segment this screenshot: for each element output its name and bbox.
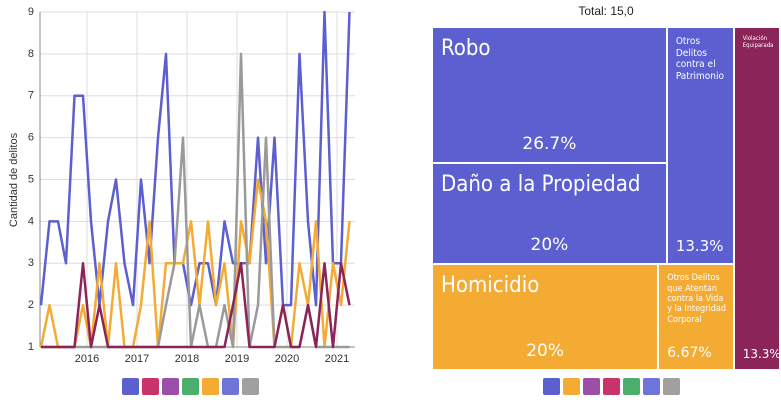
- treemap-cell[interactable]: Robo 26.7%: [432, 27, 667, 163]
- filter-icons: [543, 378, 680, 395]
- icon[interactable]: [583, 378, 600, 395]
- cell-value: 13.3%: [675, 237, 724, 256]
- x-tick-label: 2018: [175, 353, 199, 365]
- icon[interactable]: [242, 378, 259, 395]
- cell-label: Otros Delitos contra el Patrimonio: [675, 36, 724, 82]
- cell-label: Robo: [441, 36, 491, 61]
- treemap-cell[interactable]: Daño a la Propiedad 20%: [432, 162, 667, 265]
- icon[interactable]: [663, 378, 680, 395]
- x-tick-label: 2021: [325, 353, 349, 365]
- x-tick-label: 2016: [75, 353, 99, 365]
- treemap-cell[interactable]: Otros Delitos contra el Patrimonio 13.3%: [666, 27, 734, 265]
- icon[interactable]: [162, 378, 179, 395]
- series-line: [41, 262, 351, 349]
- y-tick-label: 3: [28, 257, 34, 269]
- y-tick-label: 8: [28, 48, 34, 60]
- icon[interactable]: [543, 378, 560, 395]
- treemap-title: Total: 15,0: [578, 4, 634, 18]
- icon[interactable]: [643, 378, 660, 395]
- icon[interactable]: [222, 378, 239, 395]
- x-tick-label: 2020: [275, 353, 299, 365]
- icon[interactable]: [182, 378, 199, 395]
- y-tick-label: 5: [28, 173, 34, 185]
- cell-label: Daño a la Propiedad: [441, 171, 641, 197]
- treemap-cell[interactable]: Otros Delitos que Atentan contra la Vida…: [658, 264, 734, 370]
- y-tick-label: 7: [28, 90, 34, 102]
- series-line: [39, 178, 351, 349]
- cell-value: 13.3%: [742, 347, 780, 361]
- y-tick-label: 6: [28, 132, 34, 144]
- cell-label: Otros Delitos que Atentan contra la Vida…: [667, 273, 727, 325]
- y-tick-label: 9: [28, 6, 34, 18]
- series-line: [39, 10, 351, 307]
- cell-value: 26.7%: [522, 133, 577, 154]
- line-chart: Cantidad de delitos 1 2 3 4 5 6 7 8 9 2016 2017 201…: [8, 6, 355, 365]
- x-tick-label: 2017: [125, 353, 149, 365]
- cell-value: 20%: [530, 235, 569, 256]
- treemap-cell[interactable]: Violación Equiparada 13.3%: [733, 27, 780, 370]
- y-tick-label: 2: [28, 299, 34, 311]
- icon[interactable]: [603, 378, 620, 395]
- cell-label: Violación Equiparada: [742, 35, 774, 49]
- icon[interactable]: [563, 378, 580, 395]
- filter-icons: [122, 378, 259, 395]
- cell-value: 6.67%: [667, 344, 712, 361]
- y-tick-label: 4: [28, 215, 34, 227]
- treemap-cell[interactable]: Homicidio 20%: [432, 264, 659, 370]
- y-axis-label: Cantidad de delitos: [8, 132, 20, 227]
- icon[interactable]: [142, 378, 159, 395]
- icon[interactable]: [623, 378, 640, 395]
- icon[interactable]: [122, 378, 139, 395]
- cell-label: Homicidio: [441, 273, 540, 299]
- icon[interactable]: [202, 378, 219, 395]
- cell-value: 20%: [526, 340, 565, 361]
- x-tick-label: 2019: [225, 353, 249, 365]
- y-tick-label: 1: [28, 341, 34, 353]
